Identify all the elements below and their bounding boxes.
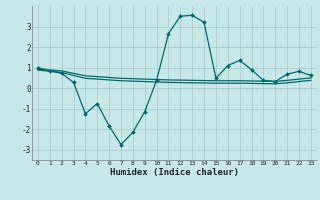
X-axis label: Humidex (Indice chaleur): Humidex (Indice chaleur) — [110, 168, 239, 177]
